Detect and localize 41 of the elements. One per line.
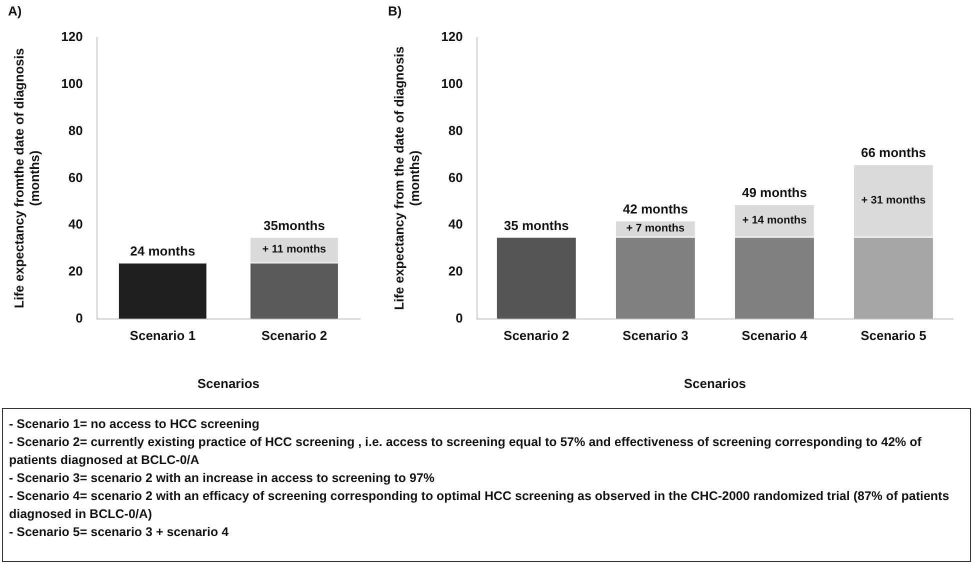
y-tick-label: 40 bbox=[68, 216, 83, 232]
data-label: + 7 months bbox=[626, 222, 685, 235]
y-tick-label: 80 bbox=[68, 122, 83, 138]
total-label: 35 months bbox=[504, 218, 569, 233]
total-label: 49 months bbox=[742, 185, 807, 200]
chart-title: A) bbox=[8, 3, 22, 18]
text: - Scenario 2= currently existing practice of HCC screening , i.e. access to screening equal to 57% and effectiveness of screening corresponding to 42% of patients diagnosed at BCLC-0/A bbox=[9, 434, 922, 469]
x-tick-label: Scenario 2 bbox=[261, 328, 328, 344]
chart-title: B) bbox=[388, 3, 402, 18]
total-label: 24 months bbox=[130, 244, 196, 259]
x-tick-label: Scenario 5 bbox=[860, 328, 926, 344]
y-tick-label: 20 bbox=[448, 264, 463, 279]
total-label: 42 months bbox=[622, 201, 688, 216]
data-label: + 11 months bbox=[262, 244, 326, 256]
y-tick-label: 20 bbox=[68, 264, 83, 279]
y-tick-label: 0 bbox=[456, 310, 463, 326]
y-tick-label: 0 bbox=[76, 310, 83, 326]
y-tick-label: 60 bbox=[448, 170, 463, 185]
x-tick-label: Scenario 2 bbox=[504, 328, 570, 344]
total-label: 35months bbox=[264, 218, 325, 233]
text: - Scenario 4= scenario 2 with an efficacy of screening corresponding to optimal HCC screening as observed in the CHC-2000 randomized trial (87% of patients diagnosed in BCLC-0/A) bbox=[9, 488, 950, 523]
text: - Scenario 3= scenario 2 with an increase in access to screening to 97% bbox=[9, 470, 436, 487]
x-axis-title: Scenarios bbox=[197, 376, 260, 391]
y-tick-label: 80 bbox=[448, 122, 463, 138]
text: - Scenario 1= no access to HCC screening bbox=[9, 416, 260, 433]
y-tick-label: 120 bbox=[61, 29, 83, 44]
text: - Scenario 5= scenario 3 + scenario 4 bbox=[9, 524, 230, 541]
x-tick-label: Scenario 4 bbox=[742, 328, 808, 344]
y-tick-label: 100 bbox=[61, 76, 83, 92]
y-axis-title: Life expectancy fromthe date of diagnosis (months) bbox=[11, 48, 42, 308]
total-label: 66 months bbox=[860, 145, 926, 160]
y-tick-label: 40 bbox=[448, 216, 463, 232]
y-tick-label: 100 bbox=[441, 76, 463, 92]
data-label: + 31 months bbox=[861, 194, 926, 206]
y-tick-label: 120 bbox=[441, 29, 463, 44]
y-axis-title: Life expectancy from the date of diagnosis (months) bbox=[391, 46, 422, 310]
data-label: + 14 months bbox=[742, 214, 807, 226]
x-tick-label: Scenario 3 bbox=[622, 328, 688, 344]
x-axis-title: Scenarios bbox=[684, 376, 746, 391]
y-tick-label: 60 bbox=[68, 170, 83, 185]
x-tick-label: Scenario 1 bbox=[130, 328, 196, 344]
